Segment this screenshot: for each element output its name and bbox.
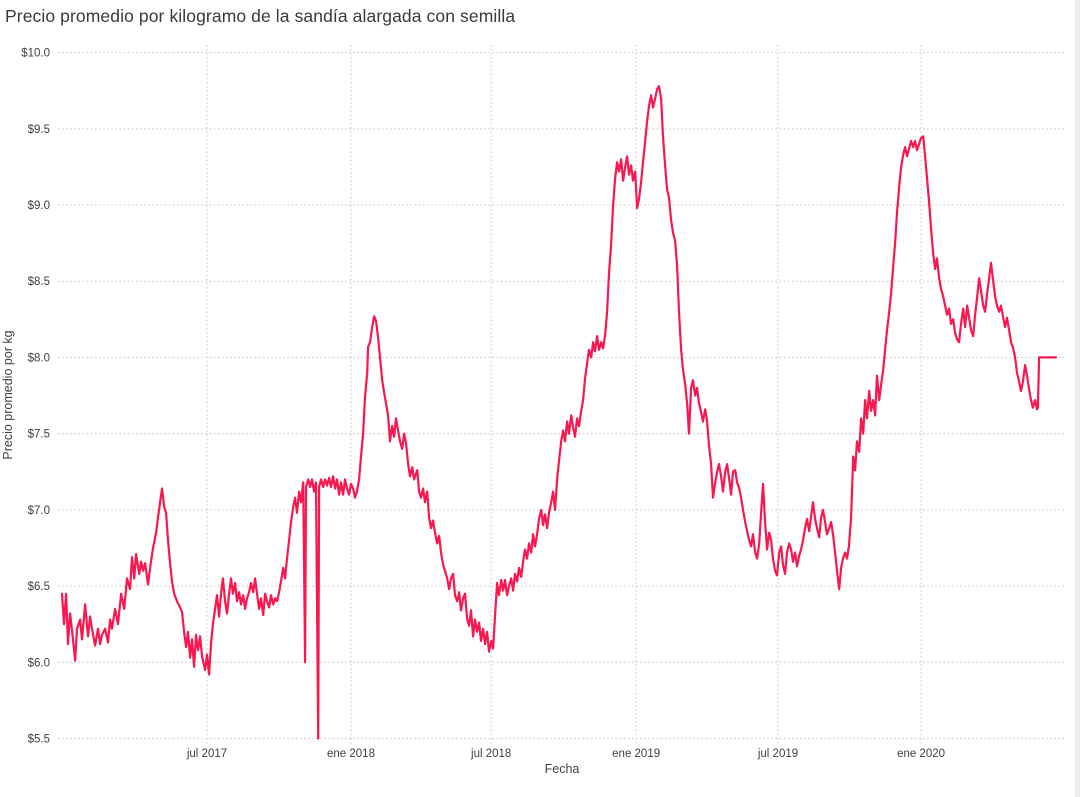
y-tick-label: $8.0 (28, 352, 50, 364)
x-tick-label: ene 2018 (327, 748, 375, 760)
x-tick-label: jul 2019 (757, 748, 798, 760)
x-tick-label: jul 2018 (470, 748, 511, 760)
price-series-line (60, 85, 1058, 740)
y-tick-label: $6.5 (28, 581, 50, 593)
y-axis-title: Precio promedio por kg (1, 330, 15, 460)
y-tick-label: $8.5 (28, 276, 50, 288)
x-tick-label: jul 2017 (186, 748, 227, 760)
y-tick-label: $5.5 (28, 733, 50, 745)
y-tick-label: $7.0 (28, 505, 50, 517)
y-tick-label: $6.0 (28, 657, 50, 669)
y-tick-label: $7.5 (28, 429, 50, 441)
x-tick-label: ene 2020 (897, 748, 945, 760)
y-tick-label: $9.0 (28, 200, 50, 212)
window-right-edge (1075, 0, 1080, 797)
x-axis-title: Fecha (544, 762, 580, 776)
y-tick-label: $10.0 (21, 48, 50, 60)
chart-title: Precio promedio por kilogramo de la sand… (5, 6, 516, 26)
y-tick-label: $9.5 (28, 124, 50, 136)
x-tick-label: ene 2019 (612, 748, 660, 760)
